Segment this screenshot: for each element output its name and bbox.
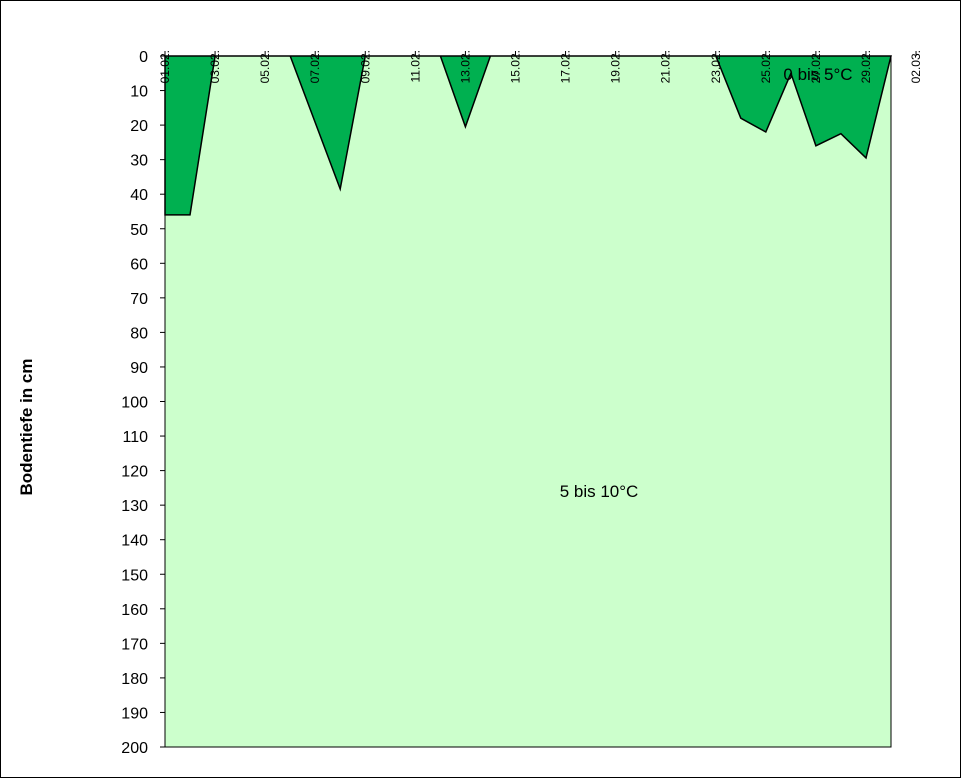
- x-tick-label: 13.02.: [458, 50, 472, 83]
- y-tick-label: 200: [121, 740, 148, 757]
- y-tick-label: 10: [130, 84, 148, 101]
- plot-area-5-to-10-region: [164, 55, 892, 748]
- y-tick-label: 150: [121, 567, 148, 584]
- x-tick-label: 19.02.: [609, 50, 623, 83]
- x-tick-label: 27.02.: [809, 50, 823, 83]
- x-tick-label: 05.02.: [258, 50, 272, 83]
- y-axis-label: Bodentiefe in cm: [17, 359, 36, 496]
- y-tick-label: 40: [130, 187, 148, 204]
- y-tick-label: 160: [121, 602, 148, 619]
- annotation-5-to-10: 5 bis 10°C: [560, 482, 639, 501]
- y-tick-label: 190: [121, 705, 148, 722]
- x-tick-label: 01.02.: [158, 50, 172, 83]
- x-tick-label: 17.02.: [559, 50, 573, 83]
- x-tick-label: 29.02.: [859, 50, 873, 83]
- y-tick-label: 170: [121, 636, 148, 653]
- x-tick-label: 02.03.: [909, 50, 923, 83]
- y-tick-label: 20: [130, 118, 148, 135]
- y-tick-label: 0: [139, 49, 148, 66]
- x-tick-label: 25.02.: [759, 50, 773, 83]
- y-axis-ticks: 0 10 20 30 40 50 60 70 80 90 100 110 120 130 140 150 160…: [121, 49, 165, 757]
- x-tick-label: 11.02.: [408, 50, 422, 82]
- y-tick-label: 70: [130, 291, 148, 308]
- y-tick-label: 50: [130, 222, 148, 239]
- y-tick-label: 110: [122, 429, 148, 446]
- y-tick-label: 120: [121, 464, 148, 481]
- x-tick-label: 07.02.: [308, 50, 322, 83]
- x-tick-label: 09.02.: [358, 50, 372, 83]
- y-tick-label: 100: [121, 395, 148, 412]
- annotation-0-to-5: 0 bis 5°C: [783, 65, 852, 84]
- y-tick-label: 130: [121, 498, 148, 515]
- x-tick-label: 21.02.: [659, 50, 673, 83]
- x-tick-label: 15.02.: [508, 50, 522, 83]
- y-tick-label: 30: [130, 153, 148, 170]
- y-tick-label: 60: [130, 256, 148, 273]
- y-tick-label: 180: [121, 671, 148, 688]
- x-tick-label: 23.02.: [709, 50, 723, 83]
- x-axis-ticks: 01.02. 03.02. 05.02. 07.02. 09.02. 11.02. 13.0…: [158, 50, 923, 83]
- x-tick-label: 03.02.: [208, 50, 222, 83]
- y-tick-label: 80: [130, 325, 148, 342]
- y-tick-label: 140: [121, 533, 148, 550]
- y-tick-label: 90: [130, 360, 148, 377]
